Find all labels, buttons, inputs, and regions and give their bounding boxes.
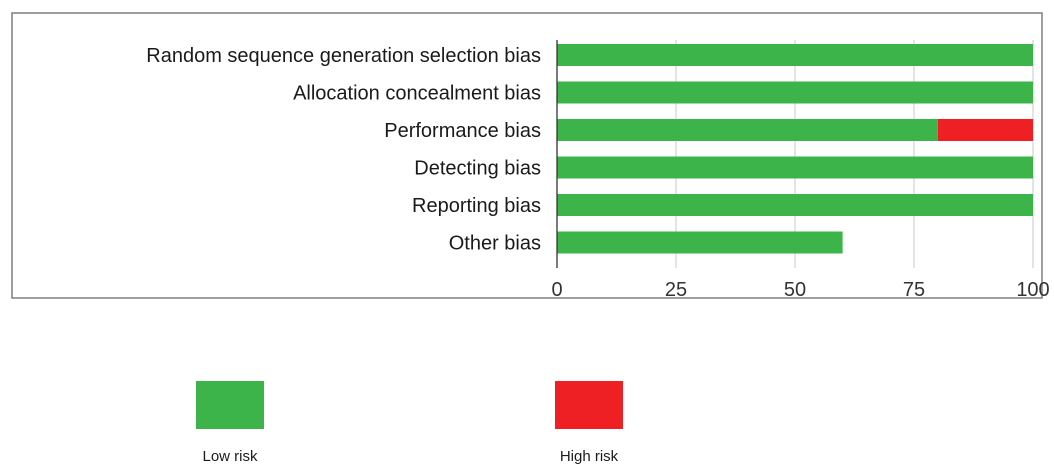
x-tick-label: 50 — [784, 279, 806, 301]
bar — [557, 119, 938, 141]
x-axis-ticks: 0 25 50 75 100 — [551, 279, 1049, 301]
category-label: Other bias — [449, 233, 541, 255]
legend-swatch — [555, 381, 623, 429]
legend-swatch — [196, 381, 264, 429]
legend-label: High risk — [560, 448, 619, 465]
x-tick-label: 0 — [551, 279, 562, 301]
x-tick-label: 75 — [903, 279, 925, 301]
category-label: Allocation concealment bias — [293, 83, 541, 105]
x-tick-label: 25 — [665, 279, 687, 301]
category-label: Reporting bias — [412, 195, 541, 217]
legend: Low risk High risk — [196, 381, 623, 465]
category-labels: Random sequence generation selection bia… — [146, 45, 541, 255]
bars — [557, 44, 1033, 254]
bar — [557, 156, 1033, 179]
category-label: Random sequence generation selection bia… — [146, 45, 541, 67]
bar — [557, 231, 843, 254]
bar — [557, 194, 1033, 216]
category-label: Performance bias — [384, 120, 541, 142]
category-label: Detecting bias — [414, 158, 541, 180]
bar — [937, 119, 1033, 141]
legend-label: Low risk — [202, 448, 258, 465]
x-tick-label: 100 — [1016, 279, 1049, 301]
gridlines — [675, 40, 1034, 268]
bar — [557, 44, 1033, 66]
bar — [557, 81, 1033, 104]
